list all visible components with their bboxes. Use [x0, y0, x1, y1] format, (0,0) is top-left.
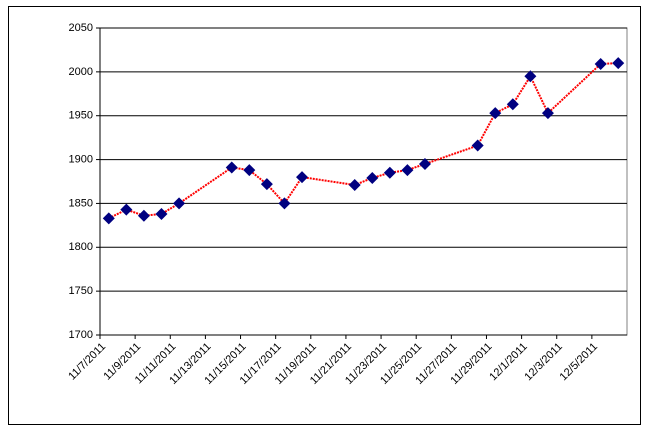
data-point [541, 107, 554, 120]
data-point [594, 57, 607, 70]
data-point [418, 157, 431, 170]
data-point [296, 171, 309, 184]
y-tick-label: 1950 [69, 110, 93, 122]
data-point [260, 178, 273, 191]
data-point [489, 107, 502, 120]
data-point [401, 164, 414, 177]
y-tick-label: 2000 [69, 66, 93, 78]
data-point [120, 203, 133, 216]
data-point [524, 70, 537, 83]
data-line [108, 62, 619, 220]
data-point [225, 161, 238, 174]
data-point [102, 212, 115, 225]
data-point [612, 57, 625, 70]
data-point [348, 179, 361, 192]
data-point [506, 98, 519, 111]
data-point [155, 207, 168, 220]
data-point [366, 171, 379, 184]
y-tick-label: 1750 [69, 285, 93, 297]
data-point [471, 139, 484, 152]
y-tick-label: 2050 [69, 22, 93, 34]
data-point [383, 166, 396, 179]
y-tick-label: 1900 [69, 153, 93, 165]
data-point [137, 209, 150, 222]
y-tick-label: 1850 [69, 197, 93, 209]
data-point [278, 197, 291, 210]
y-tick-label: 1800 [69, 241, 93, 253]
data-point [173, 197, 186, 210]
y-tick-label: 1700 [69, 329, 93, 341]
data-point [243, 164, 256, 177]
